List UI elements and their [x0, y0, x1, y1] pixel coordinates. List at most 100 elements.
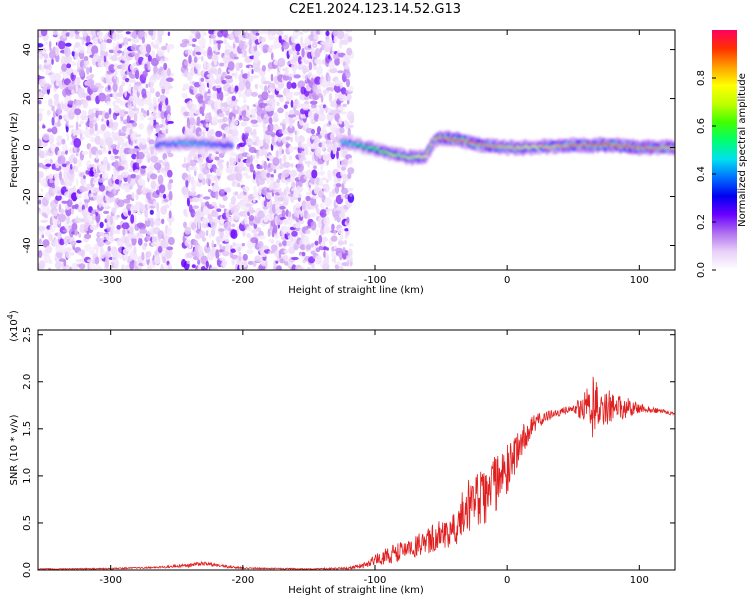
heat-cell [283, 34, 289, 42]
heat-cell [238, 253, 242, 257]
heat-cell [195, 127, 202, 137]
heat-cell [155, 91, 160, 98]
heat-cell [270, 73, 274, 82]
heat-cell [185, 178, 189, 188]
heat-cell [103, 55, 107, 63]
heat-cell [117, 50, 123, 54]
heat-cell [98, 85, 104, 89]
heat-cell [144, 31, 148, 40]
heat-cell [205, 123, 209, 128]
colorbar-tick-label: 0.2 [696, 214, 707, 230]
heat-cell [251, 123, 259, 128]
heat-cell [166, 227, 173, 236]
heat-cell [285, 136, 292, 141]
heat-cell [343, 178, 349, 182]
heat-cell [156, 189, 160, 195]
heat-cell [323, 183, 330, 193]
heat-cell [119, 33, 124, 39]
colorbar-tick-label: 0.0 [696, 262, 707, 278]
heat-cell [310, 242, 315, 248]
heat-cell [314, 147, 322, 157]
heat-cell [308, 61, 313, 71]
heat-cell [282, 161, 291, 168]
heat-cell [348, 224, 351, 232]
heat-cell [83, 58, 90, 67]
heat-cell [211, 239, 214, 249]
heat-cell [209, 36, 212, 45]
heat-cell [54, 187, 63, 197]
heat-cell [113, 104, 120, 114]
heat-cell [304, 96, 310, 101]
heat-cell [114, 170, 120, 175]
heat-cell [318, 234, 323, 245]
heat-cell [202, 217, 209, 225]
heat-cell [287, 73, 295, 77]
heat-cell [191, 222, 197, 231]
heat-cell [222, 250, 230, 257]
heat-cell [188, 241, 192, 250]
heat-cell [153, 108, 158, 114]
heat-cell [38, 171, 44, 179]
heat-cell [44, 41, 48, 46]
heat-cell [38, 199, 42, 205]
heat-cell [306, 266, 312, 270]
y-tick-label: 0 [22, 144, 33, 150]
heat-cell [325, 252, 329, 257]
heat-cell [265, 259, 268, 269]
heat-cell [64, 47, 71, 57]
heat-cell [93, 116, 100, 121]
heat-cell [81, 39, 85, 46]
heat-cell [229, 152, 238, 157]
heat-cell [217, 159, 225, 163]
heat-cell [284, 66, 289, 77]
heat-cell [208, 112, 212, 119]
heat-cell [82, 99, 89, 109]
heat-cell [65, 161, 71, 165]
heat-cell [86, 66, 90, 75]
heat-cell [196, 32, 201, 40]
heat-cell [61, 250, 67, 255]
heat-cell [221, 259, 228, 266]
heat-cell [41, 212, 47, 217]
heat-cell [201, 83, 206, 91]
heat-cell [349, 192, 353, 197]
heat-cell [74, 165, 79, 173]
heat-cell [244, 87, 253, 97]
heat-cell [263, 99, 268, 104]
heat-cell [156, 210, 161, 220]
ridge-cell [229, 143, 234, 147]
heat-cell [339, 81, 344, 90]
heat-cell [337, 227, 344, 235]
heat-cell [325, 208, 333, 212]
heat-cell [94, 264, 102, 270]
heat-cell [167, 113, 171, 122]
heat-cell [133, 246, 137, 255]
heat-cell [58, 115, 63, 120]
heat-cell [166, 43, 175, 50]
heat-cell [66, 199, 73, 208]
heat-cell [243, 209, 248, 218]
heat-cell [333, 255, 337, 264]
heat-cell [167, 263, 172, 270]
heat-cell [235, 172, 243, 182]
heat-cell [202, 44, 206, 49]
heat-cell [106, 235, 111, 241]
heat-cell [144, 242, 148, 247]
heat-cell [342, 150, 348, 154]
heat-cell [318, 170, 326, 176]
heat-cell [201, 55, 204, 62]
heat-cell [184, 226, 192, 235]
colorbar-ticks: 0.0 0.2 0.4 0.6 0.8 [696, 70, 716, 278]
heat-cell [331, 223, 335, 231]
heat-cell [237, 246, 241, 252]
heat-cell [48, 259, 53, 265]
heat-cell [277, 81, 285, 89]
page-title: C2E1.2024.123.14.52.G13 [288, 2, 462, 17]
heat-cell [300, 143, 308, 149]
x-tick-label: -200 [231, 575, 254, 586]
heat-cell [345, 64, 350, 70]
heat-cell [327, 107, 332, 114]
heat-cell [267, 228, 271, 237]
heat-cell [150, 145, 155, 155]
heat-cell [168, 236, 175, 246]
